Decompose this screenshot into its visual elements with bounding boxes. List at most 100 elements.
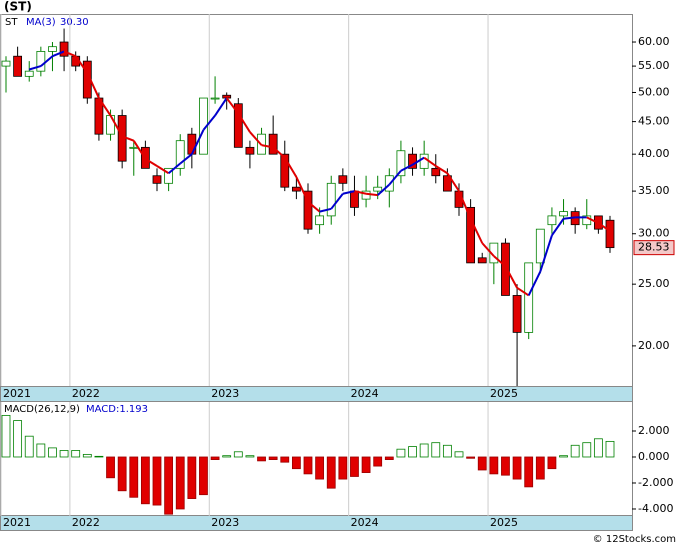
macd-bar <box>94 455 104 458</box>
x-tick-label: 2021 <box>3 387 31 400</box>
macd-bar <box>501 456 510 476</box>
macd-bar <box>71 450 81 458</box>
macd-bar <box>315 456 325 480</box>
candle-body <box>48 46 57 52</box>
candle-body <box>419 153 429 169</box>
macd-value: MACD:1.193 <box>86 404 148 415</box>
macd-bar <box>338 456 348 480</box>
ma-line <box>481 242 495 257</box>
last-price-box <box>633 240 675 256</box>
macd-bar <box>442 444 452 458</box>
macd-bar <box>59 450 69 458</box>
ma-label: MA(3) <box>26 17 56 28</box>
candle-body <box>535 228 545 264</box>
candle-body <box>210 97 220 100</box>
y-tick-label: 40.00 <box>638 147 670 160</box>
candle-body <box>106 115 115 135</box>
ma-line <box>40 55 54 67</box>
ma-line <box>52 50 65 58</box>
ma-line <box>121 135 135 142</box>
candle-body <box>291 186 301 192</box>
macd-bar <box>326 456 336 489</box>
macd-bar <box>175 456 185 510</box>
candle-body <box>175 140 185 169</box>
candle-body <box>222 94 232 99</box>
macd-bar <box>13 420 23 458</box>
macd-bar <box>524 456 534 488</box>
ma-line <box>190 129 205 155</box>
candle-body <box>268 133 278 155</box>
ma-line <box>423 156 437 167</box>
candle-body <box>245 146 255 155</box>
ma-line <box>74 55 89 74</box>
y-tick-label: -2.000 <box>638 476 673 489</box>
ma-line <box>354 190 367 195</box>
macd-bar <box>489 456 499 475</box>
candle-body <box>1 60 11 67</box>
ma-line <box>156 165 170 175</box>
macd-label: MACD(26,12,9) <box>4 404 80 415</box>
ma-line <box>435 165 448 175</box>
macd-bar <box>210 456 220 460</box>
candle-body <box>13 55 23 77</box>
macd-bar <box>303 456 313 475</box>
candle-body <box>24 70 34 77</box>
candle-body <box>559 211 568 217</box>
ma-line <box>493 255 507 268</box>
ma-line <box>272 146 286 159</box>
macd-bar <box>512 456 522 480</box>
ma-line <box>214 97 228 117</box>
ma-line <box>400 163 413 172</box>
macd-bar <box>48 447 57 458</box>
macd-bar <box>408 446 417 458</box>
candle-body <box>303 190 313 230</box>
y-tick-label: 2.000 <box>638 424 670 437</box>
candle-body <box>442 175 452 192</box>
candle-body <box>466 206 476 264</box>
macd-bar <box>454 451 464 458</box>
macd-bar <box>129 456 139 498</box>
macd-bar <box>24 435 34 458</box>
macd-bar <box>199 456 208 496</box>
ma-line <box>469 218 484 244</box>
macd-bar <box>1 414 11 458</box>
ma-line <box>98 97 112 117</box>
macd-bar <box>140 456 150 505</box>
x-axis-band <box>0 386 633 402</box>
ma-line <box>179 153 193 165</box>
ma-line <box>307 201 321 213</box>
x-tick-label: 2023 <box>211 387 239 400</box>
macd-bar <box>268 456 278 460</box>
macd-bar <box>384 456 394 460</box>
ma-line <box>330 193 344 210</box>
symbol-label: ST <box>5 17 18 28</box>
ma-line <box>225 97 240 115</box>
macd-bar <box>164 456 174 515</box>
macd-bar <box>477 456 487 471</box>
footer: © 12Stocks.com <box>593 534 676 545</box>
macd-bar <box>559 455 568 458</box>
ma-line <box>144 157 158 167</box>
macd-bar <box>187 456 197 499</box>
macd-bar <box>222 455 232 458</box>
x-tick-label: 2024 <box>351 516 379 529</box>
ma-line <box>586 216 599 225</box>
macd-bar <box>152 456 162 506</box>
candle-body <box>164 167 174 184</box>
macd-bar <box>36 443 46 458</box>
x-tick-label: 2022 <box>72 516 100 529</box>
candle-body <box>315 215 325 226</box>
x-tick-label: 2023 <box>211 516 239 529</box>
candle-body <box>605 219 615 249</box>
macd-bar <box>535 456 545 480</box>
y-tick-label: 50.00 <box>638 85 670 98</box>
x-tick-label: 2022 <box>72 387 100 400</box>
ma-line <box>202 114 216 131</box>
ma-line <box>132 140 147 160</box>
candle-body <box>187 133 197 155</box>
macd-bar <box>373 456 383 467</box>
ma-line <box>63 50 77 58</box>
candle-body <box>373 186 383 192</box>
ma-line <box>388 170 402 186</box>
